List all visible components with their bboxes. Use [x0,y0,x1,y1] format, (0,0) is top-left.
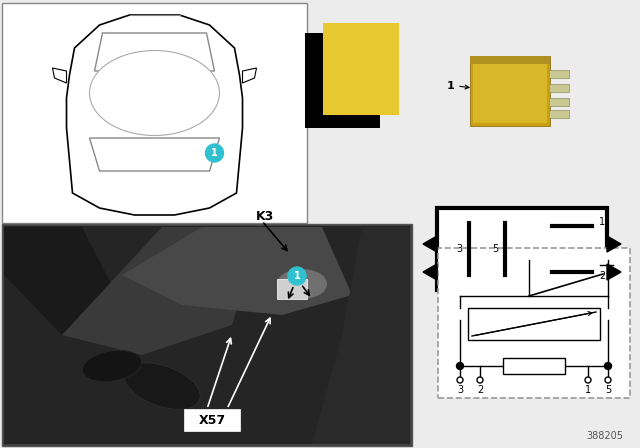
Text: 2: 2 [477,385,483,395]
Bar [549,84,569,92]
Text: 1: 1 [585,385,591,395]
Ellipse shape [124,363,200,409]
Ellipse shape [277,269,327,299]
Text: 1: 1 [447,81,455,91]
Text: 1: 1 [211,148,218,158]
Text: 5: 5 [605,385,611,395]
Polygon shape [52,68,67,83]
Bar [323,23,399,115]
Polygon shape [95,33,214,71]
Bar [473,59,547,123]
Bar [549,70,569,78]
Text: 1: 1 [294,271,300,281]
Text: 3: 3 [456,244,462,254]
Polygon shape [4,227,122,335]
Bar [470,56,550,64]
Polygon shape [607,264,621,280]
Polygon shape [67,15,243,215]
Circle shape [456,362,463,370]
Text: 3: 3 [457,385,463,395]
Bar [438,248,630,398]
Bar [549,110,569,118]
Circle shape [288,267,306,285]
Bar [470,56,550,126]
Bar [277,279,307,299]
Bar [2,3,307,223]
Bar [437,208,607,290]
Circle shape [605,377,611,383]
Text: X57: X57 [198,414,225,426]
Bar [4,226,410,444]
Polygon shape [90,138,220,171]
Circle shape [477,377,483,383]
Text: 1: 1 [599,217,605,227]
Circle shape [605,362,611,370]
Polygon shape [62,227,262,355]
Bar [305,33,380,128]
Text: 2: 2 [599,271,605,281]
Polygon shape [122,227,352,315]
Bar [468,308,600,340]
Text: K3: K3 [256,210,274,223]
Bar [549,98,569,106]
Bar [503,358,565,374]
Bar [2,224,412,446]
Polygon shape [243,68,257,83]
Ellipse shape [83,350,141,382]
Text: 5: 5 [492,244,498,254]
Circle shape [205,144,223,162]
Polygon shape [423,264,437,280]
Polygon shape [312,227,410,444]
Polygon shape [423,236,437,252]
Ellipse shape [90,51,220,135]
Circle shape [457,377,463,383]
Text: 388205: 388205 [586,431,623,441]
Polygon shape [607,236,621,252]
Bar [184,409,240,431]
Circle shape [585,377,591,383]
